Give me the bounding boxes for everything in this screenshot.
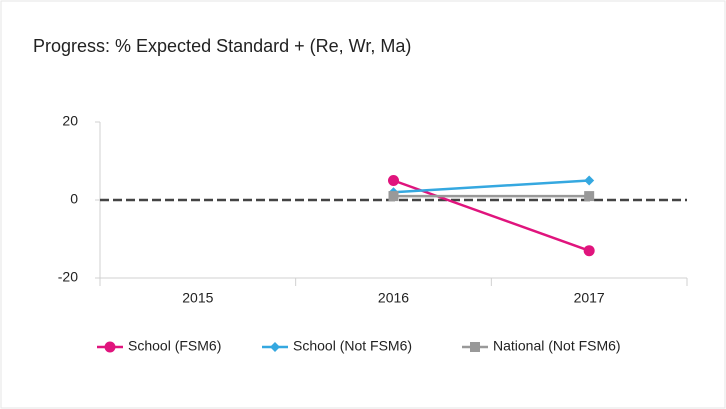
marker: [584, 191, 595, 202]
marker: [584, 175, 595, 186]
y-tick-label: -20: [58, 269, 78, 285]
x-tick-label: 2015: [182, 290, 213, 306]
legend-label: School (FSM6): [128, 338, 221, 354]
legend-label: National (Not FSM6): [493, 338, 621, 354]
marker: [104, 341, 116, 353]
marker: [583, 245, 595, 257]
series-line: [393, 179, 590, 252]
legend-label: School (Not FSM6): [293, 338, 412, 354]
marker: [270, 342, 280, 352]
y-tick-label: 20: [62, 113, 78, 129]
x-tick-label: 2017: [574, 290, 605, 306]
x-tick-label: 2016: [378, 290, 409, 306]
y-tick-label: 0: [70, 191, 78, 207]
series-line: [393, 179, 590, 194]
marker: [388, 191, 399, 202]
chart-title: Progress: % Expected Standard + (Re, Wr,…: [33, 36, 411, 56]
marker: [470, 342, 480, 352]
marker: [388, 175, 399, 186]
